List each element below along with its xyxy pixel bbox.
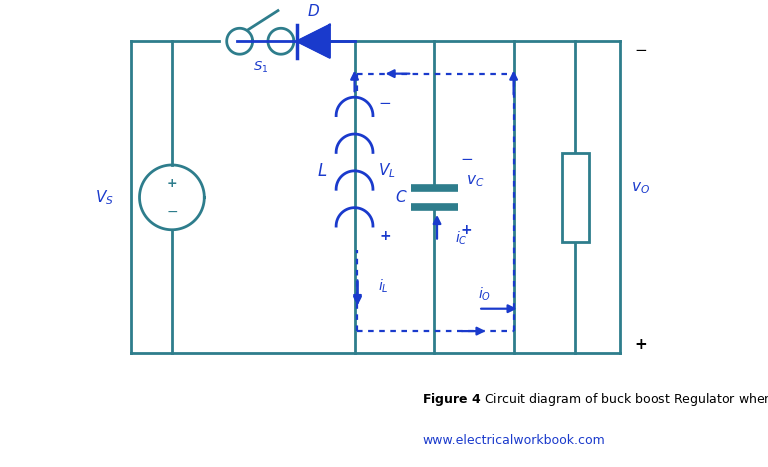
FancyBboxPatch shape [562, 153, 589, 241]
Text: $v_C$: $v_C$ [466, 173, 485, 189]
Text: +: + [634, 337, 647, 352]
Text: $i_C$: $i_C$ [455, 230, 468, 248]
Text: $i_O$: $i_O$ [478, 285, 491, 303]
Text: www.electricalworkbook.com: www.electricalworkbook.com [422, 434, 605, 447]
Text: $L$: $L$ [317, 162, 327, 180]
Text: $v_O$: $v_O$ [631, 180, 650, 196]
Text: −: − [634, 42, 647, 57]
Text: $i_L$: $i_L$ [378, 277, 389, 295]
Text: $V_L$: $V_L$ [378, 162, 396, 180]
Text: $S_1$: $S_1$ [253, 60, 268, 75]
Text: $D$: $D$ [306, 3, 319, 20]
Text: $V_S$: $V_S$ [94, 188, 114, 207]
Text: $\mathbf{Figure\ 4}$ Circuit diagram of buck boost Regulator when switch $S_1$ O: $\mathbf{Figure\ 4}$ Circuit diagram of … [422, 391, 768, 408]
Text: −: − [166, 205, 177, 219]
Text: $C$: $C$ [396, 189, 408, 205]
Text: −: − [379, 96, 392, 111]
Polygon shape [296, 25, 329, 58]
Text: +: + [167, 177, 177, 190]
Text: +: + [461, 223, 472, 237]
Text: Load: Load [569, 182, 582, 212]
Text: −: − [460, 152, 473, 167]
Text: +: + [379, 229, 391, 243]
